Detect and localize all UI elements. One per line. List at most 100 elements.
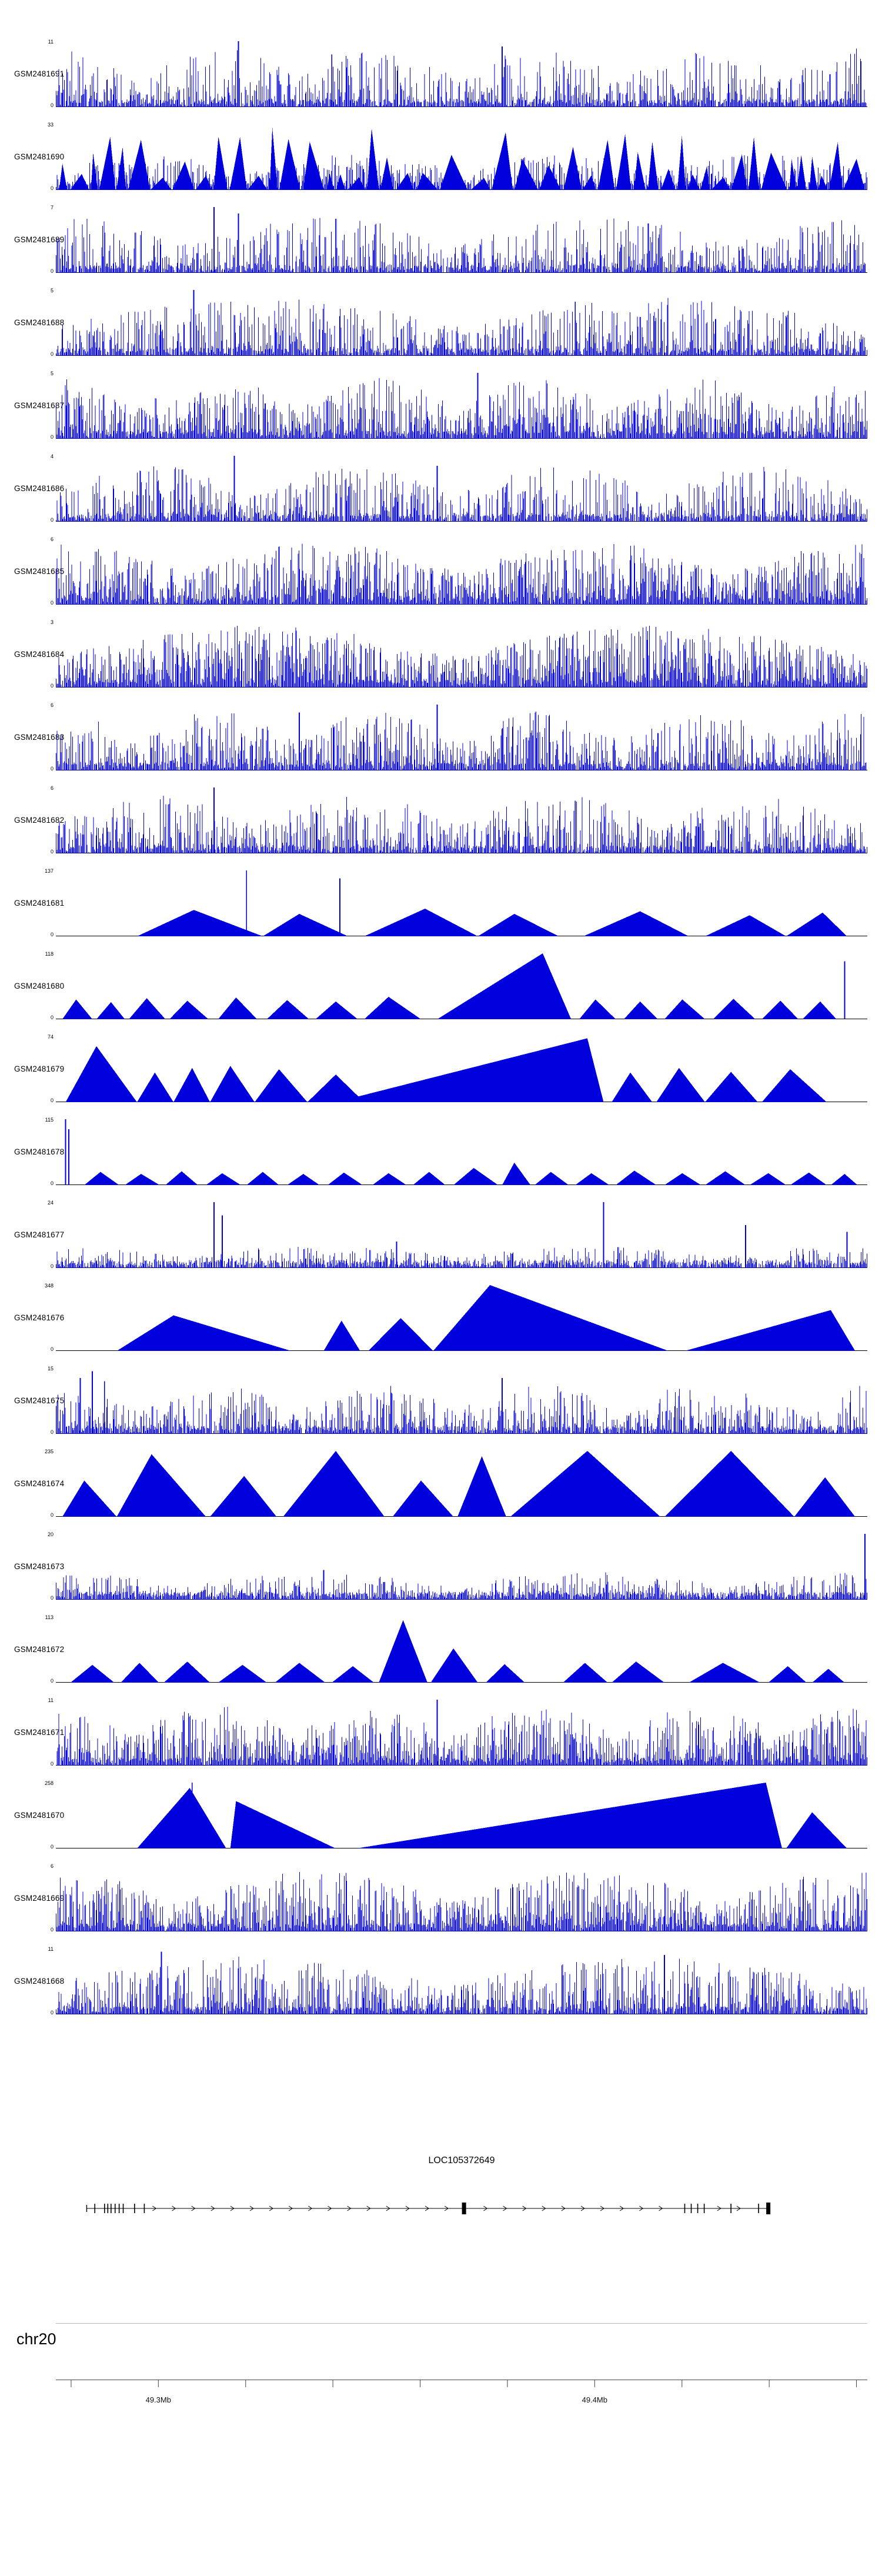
track-plot: 15 0 (48, 1366, 867, 1435)
track-row: GSM2481684 3 0 (0, 620, 882, 705)
track-signal (56, 788, 867, 853)
track-ymax-label: 113 (45, 1614, 54, 1620)
strand-arrow-icon (152, 2205, 157, 2211)
track-plot: 348 0 (45, 1283, 867, 1352)
signal-spikes-path (56, 1572, 867, 1600)
track-plot: 235 0 (45, 1449, 867, 1518)
exon-thin (134, 2204, 135, 2213)
track-signal (62, 1451, 856, 1517)
exon-thin (122, 2204, 124, 2213)
track-row: GSM2481678 115 0 (0, 1117, 882, 1202)
track-label: GSM2481690 (14, 152, 65, 161)
strand-arrow-icon (191, 2205, 196, 2211)
track-row: GSM2481691 11 0 (0, 39, 882, 124)
track-row: GSM2481682 6 0 (0, 785, 882, 870)
signal-spikes-path (56, 1246, 867, 1268)
track-plot: 6 0 (51, 537, 867, 606)
track-ymax-label: 4 (50, 453, 54, 459)
signal-triangles-path (70, 1620, 845, 1683)
exon-thin (94, 2204, 96, 2213)
track-label: GSM2481691 (14, 69, 65, 78)
track-plot: 33 0 (48, 122, 867, 191)
exon-thin (114, 2204, 116, 2213)
signal-triangles-path (116, 1285, 856, 1351)
track-plot: 115 0 (45, 1117, 867, 1186)
signal-spikes-path (56, 1386, 867, 1434)
strand-arrow-icon (172, 2205, 176, 2211)
exon-thick (462, 2203, 466, 2214)
track-ymax-label: 11 (48, 1697, 54, 1703)
track-row: GSM2481676 348 0 (0, 1283, 882, 1368)
track-ymin-label: 0 (50, 1263, 54, 1269)
track-ymax-label: 6 (50, 785, 54, 791)
strand-arrow-icon (249, 2205, 254, 2211)
signal-spikes-path (56, 625, 867, 688)
strand-arrow-icon (659, 2205, 663, 2211)
axis-separator-line (56, 2323, 867, 2324)
track-row: GSM2481672 113 0 (0, 1615, 882, 1700)
track-signal (137, 1783, 847, 1848)
strand-arrow-icon (328, 2205, 332, 2211)
exon-thin (143, 2204, 145, 2213)
strand-arrow-icon (736, 2205, 741, 2211)
strand-arrow-icon (444, 2205, 449, 2211)
track-label: GSM2481677 (14, 1230, 65, 1239)
exon-thin (730, 2204, 731, 2213)
ruler-tick-label: 49.3Mb (146, 2395, 171, 2404)
track-ymin-label: 0 (50, 1346, 54, 1352)
strand-arrow-icon (425, 2205, 429, 2211)
track-ymin-label: 0 (50, 1097, 54, 1103)
track-label: GSM2481675 (14, 1396, 65, 1405)
track-row: GSM2481677 24 0 (0, 1200, 882, 1285)
track-ymin-label: 0 (50, 683, 54, 689)
track-plot: 113 0 (45, 1615, 867, 1684)
track-ymin-label: 0 (50, 766, 54, 772)
track-row: GSM2481680 118 0 (0, 952, 882, 1036)
track-ymin-label: 0 (50, 185, 54, 191)
track-ymin-label: 0 (50, 517, 54, 523)
track-label: GSM2481680 (14, 982, 65, 990)
track-signal (56, 1700, 867, 1766)
strand-arrow-icon (288, 2205, 293, 2211)
strand-arrow-icon (639, 2205, 644, 2211)
track-signal (56, 290, 867, 356)
track-ymin-label: 0 (50, 1015, 54, 1020)
track-label: GSM2481672 (14, 1645, 65, 1654)
track-label: GSM2481685 (14, 567, 65, 576)
track-row: GSM2481686 4 0 (0, 453, 882, 539)
strand-arrow-icon (230, 2205, 235, 2211)
signal-spikes-path (56, 1872, 867, 1931)
track-ymin-label: 0 (50, 102, 54, 108)
track-row: GSM2481681 137 0 (0, 869, 882, 953)
track-signal (56, 207, 866, 273)
track-ymin-label: 0 (50, 434, 54, 440)
track-plot: 74 0 (48, 1035, 867, 1103)
track-label: GSM2481688 (14, 318, 65, 327)
track-plot: 258 0 (45, 1781, 867, 1850)
gene-model (86, 2203, 771, 2214)
signal-spikes-path (56, 1957, 867, 2014)
track-ymax-label: 115 (45, 1117, 54, 1123)
track-signal (137, 870, 847, 936)
track-row: GSM2481670 258 0 (0, 1781, 882, 1866)
track-ymin-label: 0 (50, 1927, 54, 1933)
track-plot: 5 0 (51, 371, 867, 440)
strand-arrow-icon (561, 2205, 566, 2211)
track-ymin-label: 0 (50, 1429, 54, 1435)
track-ymin-label: 0 (50, 351, 54, 357)
track-row: GSM2481679 74 0 (0, 1035, 882, 1119)
track-plot: 3 0 (51, 620, 867, 689)
exon-thin (684, 2204, 686, 2213)
strand-arrow-icon (580, 2205, 585, 2211)
track-signal (56, 456, 867, 522)
track-signal (65, 1119, 858, 1185)
track-signal (56, 1202, 867, 1268)
track-signal (116, 1285, 856, 1351)
track-plot: 11 0 (48, 1698, 867, 1767)
track-ymax-label: 11 (48, 1946, 54, 1952)
track-ymin-label: 0 (50, 268, 54, 274)
track-ymax-label: 5 (50, 371, 54, 376)
exon-thin (111, 2204, 112, 2213)
track-plot: 118 0 (45, 952, 867, 1020)
signal-spikes-path (56, 796, 867, 853)
